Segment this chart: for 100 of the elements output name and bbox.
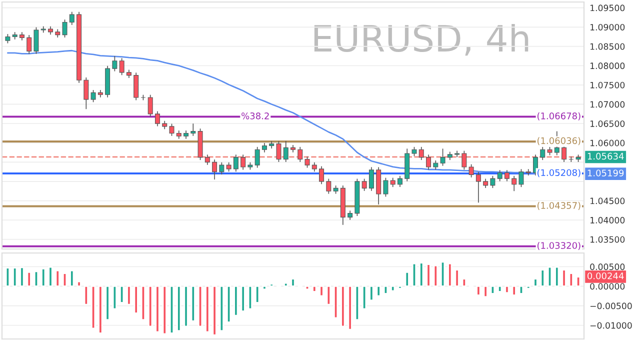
candlestick	[134, 72, 139, 101]
y-tick-label: 1.03500	[590, 236, 625, 243]
candlestick	[154, 110, 160, 127]
candlestick	[312, 162, 317, 172]
y-tick-label: 1.09000	[590, 24, 625, 30]
y-tick-label: 1.08000	[590, 62, 625, 70]
bar	[126, 286, 132, 306]
bar	[162, 286, 167, 335]
bar	[155, 286, 160, 333]
bar	[504, 286, 510, 294]
candlestick	[526, 168, 531, 176]
bar	[440, 261, 446, 287]
bar	[219, 286, 224, 332]
candlestick	[483, 178, 488, 188]
bar	[354, 286, 360, 321]
bar	[20, 266, 24, 287]
candlestick	[276, 140, 282, 162]
candlestick	[169, 123, 174, 136]
candlestick	[254, 146, 260, 168]
ref-line-label: (1.06678)	[537, 112, 580, 120]
bar	[326, 286, 331, 306]
candlestick	[390, 177, 396, 188]
y-tick-label: 0.00000	[590, 283, 625, 290]
bar	[554, 266, 560, 287]
bar	[234, 286, 238, 316]
candlestick	[319, 166, 324, 185]
candlestick	[512, 175, 517, 192]
candlestick	[383, 177, 388, 198]
bar	[333, 286, 338, 319]
bar	[412, 262, 417, 287]
bar	[240, 286, 246, 312]
candlestick	[240, 154, 246, 170]
candlestick	[62, 19, 68, 38]
bar	[290, 278, 296, 287]
candlestick	[148, 94, 153, 118]
bar	[304, 286, 310, 290]
bar	[120, 286, 124, 304]
candlestick	[468, 164, 474, 178]
bar	[70, 270, 74, 287]
bar	[404, 271, 410, 287]
candlestick	[540, 146, 546, 160]
bar	[483, 286, 488, 298]
candlestick	[283, 140, 288, 162]
candlestick	[412, 146, 417, 157]
bar	[34, 270, 39, 287]
candlestick	[497, 170, 502, 182]
candlestick	[226, 162, 232, 172]
bar	[576, 276, 581, 287]
bar	[255, 286, 260, 304]
ref-line-label: (1.05208)	[537, 169, 580, 178]
bar	[190, 286, 196, 322]
ref-line-label: (1.06036)	[537, 137, 580, 146]
bar	[348, 286, 352, 330]
bar	[98, 286, 103, 334]
bar	[76, 280, 82, 287]
candlestick	[504, 170, 510, 182]
y-tick-label: 1.07000	[590, 101, 625, 108]
y-tick-label: 1.08500	[590, 43, 625, 50]
annotation: %38.2	[242, 112, 269, 120]
bar	[568, 272, 574, 287]
candlestick	[397, 175, 402, 188]
bar	[134, 286, 138, 314]
candlestick	[304, 156, 310, 168]
bar	[48, 266, 53, 287]
bar	[498, 286, 502, 292]
candlestick	[34, 26, 39, 54]
candlestick	[262, 142, 267, 153]
candlestick	[490, 175, 496, 188]
bar	[105, 286, 110, 321]
annotation: 1.05634	[588, 152, 624, 160]
bar	[62, 272, 68, 287]
candlestick	[212, 159, 218, 180]
bar	[362, 286, 367, 310]
candlestick	[204, 154, 210, 166]
bar	[226, 286, 232, 323]
bar	[340, 286, 346, 328]
candlestick	[219, 162, 224, 175]
y-tick-label: 1.06500	[590, 120, 625, 127]
bar	[512, 286, 516, 296]
bar	[55, 270, 60, 287]
y-tick-label: 1.04500	[590, 198, 625, 204]
bar	[448, 262, 452, 287]
candlestick	[90, 90, 96, 103]
text: EURUSD, 4h	[314, 24, 528, 56]
bar	[5, 267, 10, 287]
bar	[262, 286, 267, 290]
candlestick	[326, 178, 332, 194]
y-tick-label: 0.00500	[590, 264, 625, 270]
candlestick	[418, 146, 424, 160]
annotation: 1.05199	[588, 170, 624, 176]
bar	[490, 286, 496, 294]
candlestick	[518, 168, 524, 188]
candlestick	[84, 77, 89, 110]
candlestick	[348, 210, 353, 220]
bar	[547, 266, 552, 287]
bar	[518, 286, 524, 294]
y-tick-label: −0.01000	[590, 322, 632, 329]
bar	[84, 286, 88, 306]
y-tick-label: −0.00500	[590, 302, 632, 310]
candlestick	[476, 172, 481, 204]
